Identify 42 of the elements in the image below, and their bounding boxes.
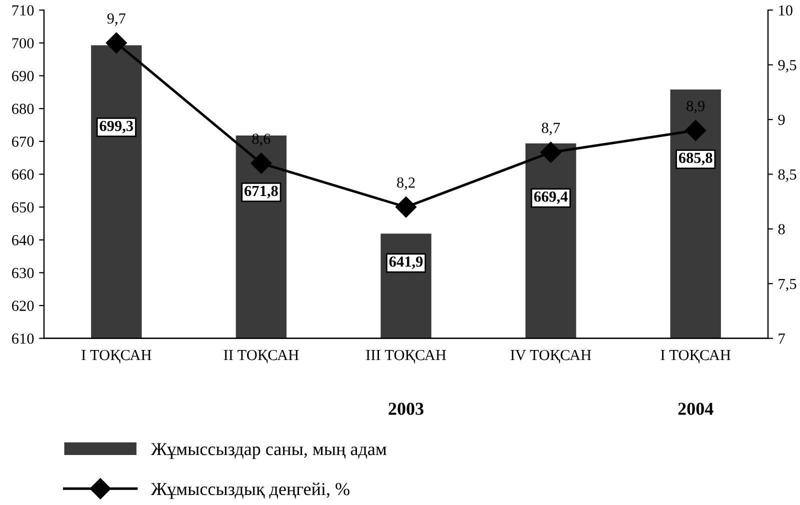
point — [395, 196, 417, 218]
point — [540, 142, 562, 163]
y2-tick-label: 8,5 — [778, 169, 796, 182]
y2-tick-label: 9 — [778, 114, 785, 125]
data-label: 669,4 — [534, 192, 568, 204]
data-label: 8,9 — [686, 100, 705, 114]
data-label: 685,8 — [678, 152, 712, 166]
x-tick-label: II ТОҚСАН — [224, 350, 299, 364]
y2-tick-label: 9,5 — [778, 60, 796, 72]
data-label: 9,7 — [107, 13, 126, 26]
y-tick-label: 680 — [12, 104, 34, 114]
data-label: 641,9 — [389, 256, 423, 269]
text: 2004 — [678, 402, 714, 415]
data-label: 8,2 — [397, 177, 415, 190]
x-tick-label: III ТОҚСАН — [366, 350, 446, 364]
y2-tick-label: 10 — [779, 5, 792, 16]
y2-tick-label: 7 — [778, 334, 785, 344]
y-tick-label: 620 — [12, 300, 34, 311]
y-tick-label: 640 — [12, 235, 34, 246]
data-label: 8,6 — [252, 134, 270, 146]
y-tick-label: 670 — [12, 136, 34, 147]
y-tick-label: 610 — [12, 333, 34, 344]
point — [685, 120, 706, 141]
y-tick-label: 710 — [12, 5, 34, 16]
data-label: 671,8 — [244, 186, 278, 198]
legend-label: Жұмыссыздық деңгейі, % — [150, 482, 350, 499]
x-tick-label: I ТОҚСАН — [82, 350, 152, 364]
x-tick-label: I ТОҚСАН — [660, 350, 731, 364]
data-label: 699,3 — [100, 120, 134, 134]
y2-tick-label: 8 — [778, 224, 785, 234]
x-tick-label: IV ТОҚСАН — [510, 350, 592, 364]
point — [106, 32, 127, 54]
point — [250, 152, 272, 174]
y-tick-label: 700 — [12, 38, 34, 48]
legend-label: Жұмыссыздар саны, мың адам — [150, 443, 386, 459]
y-tick-label: 690 — [12, 70, 34, 82]
y-tick-label: 660 — [12, 169, 34, 180]
text: 2003 — [388, 402, 424, 415]
y-tick-label: 650 — [12, 202, 34, 212]
y-tick-label: 630 — [12, 268, 34, 278]
y2-tick-label: 7,5 — [778, 278, 796, 292]
data-label: 8,7 — [542, 122, 560, 136]
